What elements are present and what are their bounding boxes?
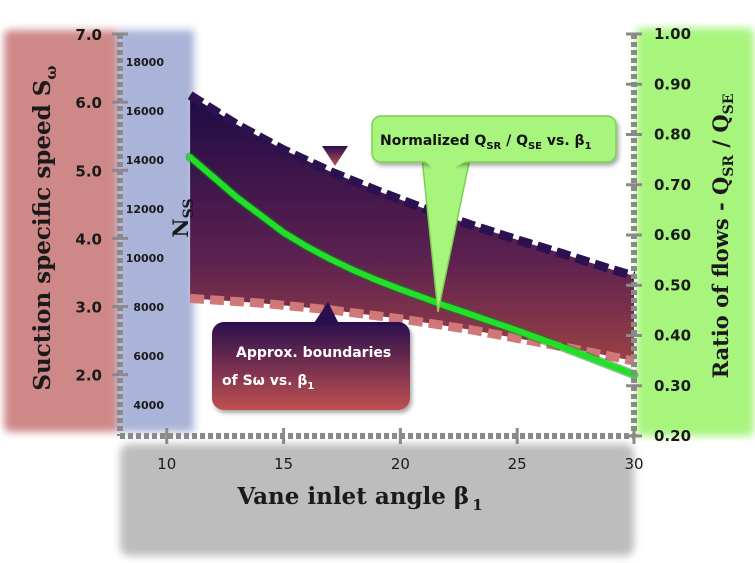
inner-tick-label: 6000 bbox=[133, 350, 164, 363]
inner-axis-title-sub: SS bbox=[181, 198, 197, 218]
right-axis-title-text: Ratio of flows - Q bbox=[708, 177, 733, 379]
inner-axis-band bbox=[118, 30, 194, 432]
inner-tick-label: 16000 bbox=[126, 105, 165, 118]
left-tick-label: 7.0 bbox=[75, 26, 102, 44]
bottom-tick-label: 30 bbox=[624, 455, 643, 473]
green-callout-mid: / Q bbox=[501, 133, 528, 149]
green-callout-tail: vs. β bbox=[542, 133, 585, 149]
left-tick-label: 4.0 bbox=[75, 230, 102, 248]
left-tick-label: 6.0 bbox=[75, 94, 102, 112]
right-tick-label: 0.30 bbox=[654, 377, 691, 395]
red-callout-line1: Approx. boundaries bbox=[236, 345, 391, 361]
inner-tick-label: 18000 bbox=[126, 56, 165, 69]
red-callout-box bbox=[212, 322, 410, 410]
ratio-line bbox=[187, 154, 637, 378]
red-callout-line2-sub: 1 bbox=[307, 381, 314, 392]
right-axis-title-sub2: SE bbox=[721, 94, 737, 115]
left-tick-label: 5.0 bbox=[75, 162, 102, 180]
right-axis-band bbox=[636, 28, 754, 436]
left-axis-title-sub: ω bbox=[42, 65, 60, 79]
bottom-tick-label: 10 bbox=[157, 455, 176, 473]
inner-tick-label: 10000 bbox=[126, 252, 165, 265]
plot-area bbox=[185, 91, 639, 380]
x-axis-title-text: Vane inlet angle β bbox=[236, 483, 469, 510]
bottom-tick-label: 20 bbox=[391, 455, 410, 473]
axes: 2.0 3.0 4.0 5.0 6.0 7.0 4000 6000 8000 10000 12000… bbox=[29, 25, 737, 514]
inner-tick-label: 4000 bbox=[133, 399, 164, 412]
green-callout-box bbox=[371, 115, 617, 163]
bottom-tick-label: 25 bbox=[508, 455, 527, 473]
right-tick-label: 0.20 bbox=[654, 427, 691, 445]
bottom-tick-label: 15 bbox=[274, 455, 293, 473]
right-tick-label: 0.40 bbox=[654, 327, 691, 345]
upper-marker-triangle bbox=[322, 146, 348, 166]
right-tick-label: 0.50 bbox=[654, 276, 691, 294]
bottom-axis-band bbox=[120, 444, 634, 556]
right-tick-label: 1.00 bbox=[654, 25, 691, 43]
inner-tick-label: 8000 bbox=[133, 301, 164, 314]
right-axis-title: Ratio of flows - QSR / QSE bbox=[708, 94, 737, 379]
green-callout-sub3: 1 bbox=[585, 141, 592, 152]
left-tick-label: 2.0 bbox=[75, 367, 102, 385]
red-callout-line2-text: of Sω vs. β bbox=[222, 373, 307, 389]
green-callout-text: Normalized QSR / QSE vs. β1 bbox=[380, 133, 592, 152]
left-axis-band bbox=[4, 30, 120, 432]
inner-tick-label: 14000 bbox=[126, 154, 165, 167]
right-axis-title-mid: / Q bbox=[708, 114, 733, 155]
left-axis-title: Suction specific speed Sω bbox=[29, 65, 60, 390]
right-tick-label: 0.60 bbox=[654, 226, 691, 244]
inner-axis-title-text: N bbox=[168, 218, 193, 237]
green-callout-sub1: SR bbox=[486, 141, 501, 152]
red-callout-line2: of Sω vs. β1 bbox=[222, 373, 314, 392]
right-tick-label: 0.80 bbox=[654, 126, 691, 144]
green-callout-t1: Normalized Q bbox=[380, 133, 486, 149]
green-callout-sub2: SE bbox=[528, 141, 542, 152]
right-tick-label: 0.90 bbox=[654, 75, 691, 93]
inner-axis-title: NSS bbox=[168, 198, 197, 237]
x-axis-title-sub: 1 bbox=[472, 496, 482, 514]
upper-boundary-line bbox=[187, 91, 636, 281]
right-tick-label: 0.70 bbox=[654, 176, 691, 194]
red-callout-pointer bbox=[312, 302, 340, 326]
right-axis-title-sub1: SR bbox=[721, 155, 737, 177]
left-tick-label: 3.0 bbox=[75, 299, 102, 317]
green-callout-joint bbox=[424, 160, 468, 176]
inner-tick-label: 12000 bbox=[126, 203, 165, 216]
left-axis-title-text: Suction specific speed S bbox=[29, 80, 56, 391]
